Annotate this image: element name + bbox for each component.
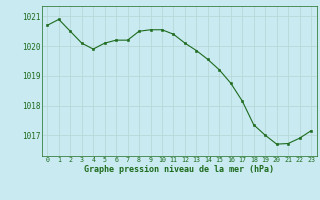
X-axis label: Graphe pression niveau de la mer (hPa): Graphe pression niveau de la mer (hPa) [84,165,274,174]
